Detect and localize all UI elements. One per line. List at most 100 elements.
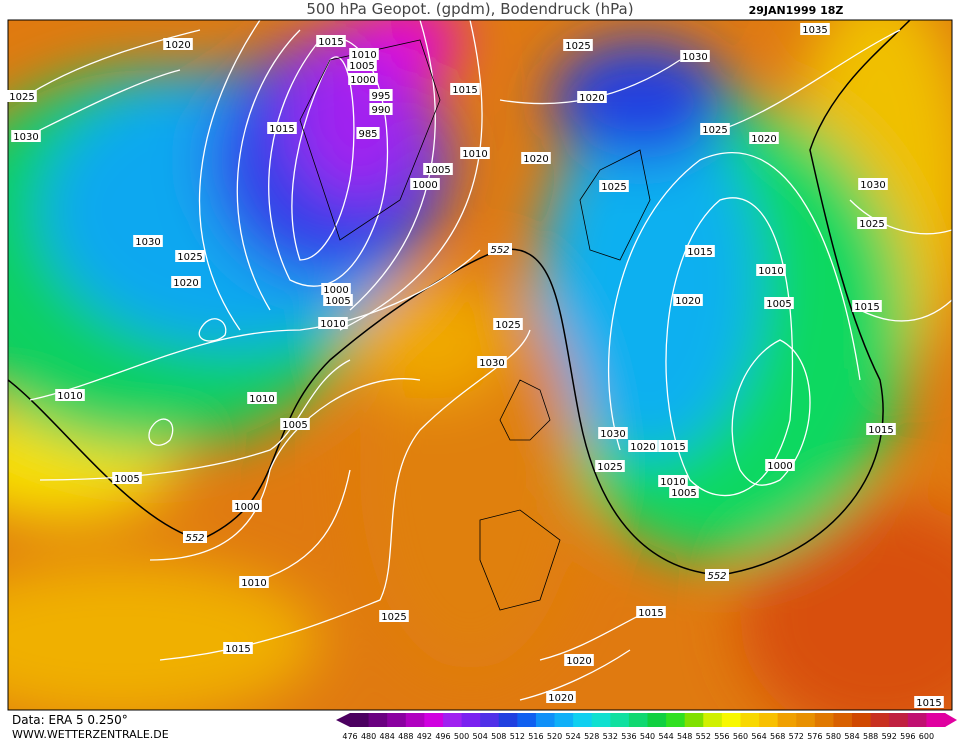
isobar-label-box (669, 486, 699, 498)
isobar-label: 1010 (320, 319, 345, 330)
isobar-label-box (133, 235, 163, 247)
contour-label: 552 (707, 571, 726, 582)
isobar-label-box (577, 91, 607, 103)
isobar-label: 1010 (57, 391, 82, 402)
isobar-label: 1020 (579, 93, 604, 104)
colorbar-swatch (889, 713, 909, 727)
isobar-label: 1025 (597, 462, 622, 473)
contour-label-box (488, 243, 512, 255)
colorbar-label: 556 (714, 732, 729, 741)
isobar-label: 1000 (323, 285, 348, 296)
isobar-label-box (347, 59, 377, 71)
isobar-label-box (223, 642, 253, 654)
website: WWW.WETTERZENTRALE.DE (12, 728, 169, 741)
colorbar-label: 548 (677, 732, 692, 741)
colorbar-swatch (424, 713, 444, 727)
isobar-label: 1000 (767, 461, 792, 472)
isobar-label: 1025 (859, 219, 884, 230)
colorbar-label: 524 (565, 732, 580, 741)
isobar-label-box (247, 392, 277, 404)
isobar-label: 1025 (601, 182, 626, 193)
isobar-label: 1030 (682, 52, 707, 63)
colorbar-label: 512 (510, 732, 525, 741)
isobar-label: 1005 (425, 165, 450, 176)
isobar-label: 995 (371, 91, 390, 102)
isobar-label-box (852, 300, 882, 312)
isobar-label-box (685, 245, 715, 257)
colorbar-label: 564 (751, 732, 766, 741)
colorbar-swatch (852, 713, 872, 727)
colorbar-swatch (535, 713, 556, 727)
isobar-label: 1005 (671, 488, 696, 499)
isobar-label-box (423, 163, 453, 175)
isobar-label-box (171, 276, 201, 288)
isobar-label-box (379, 610, 409, 622)
isobar-label: 1020 (566, 656, 591, 667)
colorbar-label: 520 (547, 732, 562, 741)
isobar-label-box (280, 418, 310, 430)
colorbar-swatch (684, 713, 704, 727)
isobar-label-box (460, 147, 490, 159)
isobar-label: 1005 (325, 296, 350, 307)
colorbar-swatch (442, 713, 463, 727)
isobar-label: 1020 (173, 278, 198, 289)
colorbar-label: 528 (584, 732, 599, 741)
colorbar-right-arrow (945, 713, 957, 727)
isobar-label: 1030 (479, 358, 504, 369)
isobar-label-box (546, 691, 576, 703)
colorbar-swatch (814, 713, 834, 727)
isobar-label: 1000 (350, 75, 375, 86)
colorbar-label: 496 (435, 732, 450, 741)
isobar-label: 1030 (600, 429, 625, 440)
isobar-label-box (599, 180, 629, 192)
isobar-label: 1015 (660, 442, 685, 453)
isobar-label: 1005 (282, 420, 307, 431)
isobar-label: 1005 (766, 299, 791, 310)
isobar-label-box (477, 356, 507, 368)
colorbar-swatch (387, 713, 407, 727)
colorbar-label: 484 (380, 732, 395, 741)
isobar-label-box (112, 472, 142, 484)
date: 29JAN1999 18Z (749, 4, 844, 17)
isobar-label: 1015 (318, 37, 343, 48)
isobar-label: 1025 (495, 320, 520, 331)
colorbar-swatch (498, 713, 518, 727)
isobar-label: 1010 (660, 477, 685, 488)
colorbar-swatch (907, 713, 927, 727)
isobar-label: 990 (371, 105, 390, 116)
isobar-label-box (700, 123, 730, 135)
colorbar-swatch (721, 713, 741, 727)
isobar-label: 1010 (249, 394, 274, 405)
isobar-label: 1025 (565, 41, 590, 52)
isobar-label-box (323, 294, 353, 306)
isobar-label: 1010 (351, 50, 376, 61)
colorbar-label: 584 (844, 732, 859, 741)
colorbar-label: 536 (621, 732, 636, 741)
colorbar-label: 568 (770, 732, 785, 741)
isobar-label: 1000 (234, 502, 259, 513)
colorbar-label: 480 (361, 732, 376, 741)
isobar-label-box (756, 264, 786, 276)
isobar-label: 1010 (241, 578, 266, 589)
map-frame (7, 19, 953, 711)
colorbar-label: 508 (491, 732, 506, 741)
isobar-label-box (800, 23, 830, 35)
colorbar-swatch (405, 713, 425, 727)
isobar-label-box (628, 440, 658, 452)
isobar-label: 1010 (758, 266, 783, 277)
colorbar-swatch (759, 713, 779, 727)
colorbar-label: 596 (900, 732, 915, 741)
isobar-label: 1015 (687, 247, 712, 258)
isobar-label: 1030 (860, 180, 885, 191)
isobar-label-box (858, 178, 888, 190)
colorbar-label: 516 (528, 732, 543, 741)
isobar-label: 985 (358, 129, 377, 140)
isobar-label-box (749, 132, 779, 144)
isobar-label-box (521, 152, 551, 164)
isobar-label: 1030 (135, 237, 160, 248)
isobar-label-box (369, 103, 393, 115)
isobar-label-box (680, 50, 710, 62)
colorbar-label: 540 (640, 732, 655, 741)
